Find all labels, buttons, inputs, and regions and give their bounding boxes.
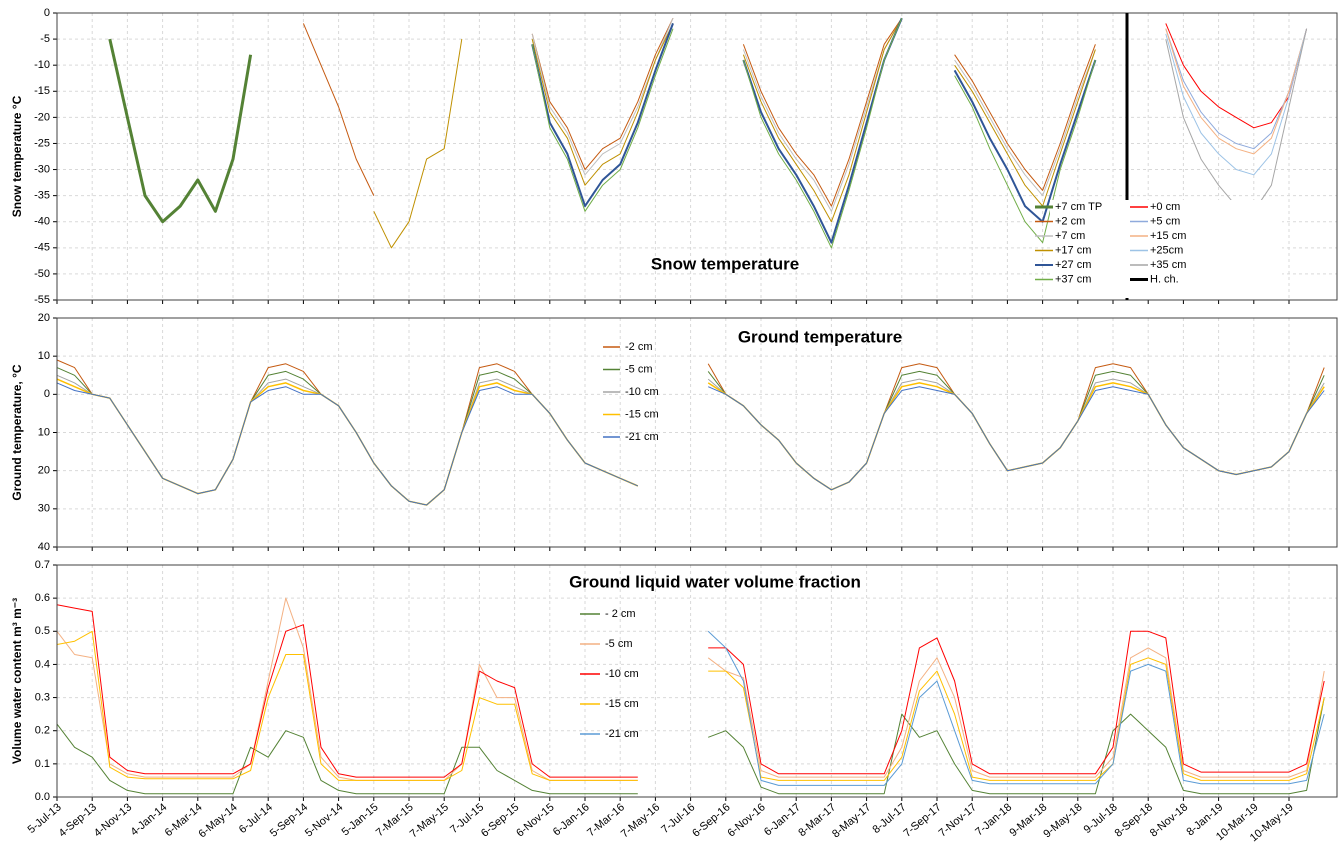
legend-box: [1050, 200, 1282, 298]
x-tick-label: 8-May-17: [830, 801, 873, 840]
x-tick-label: 4-Jan-14: [128, 801, 169, 838]
y-tick-label: -25: [34, 137, 50, 149]
x-tick-label: 5-Sep-14: [268, 801, 310, 839]
series-line: [531, 18, 1096, 249]
x-tick-label: 7-Jan-18: [973, 801, 1014, 838]
y-tick-label: 0: [44, 388, 50, 400]
y-tick-label: 40: [38, 541, 50, 553]
y-tick-label: 0.0: [35, 791, 50, 803]
series-line: [56, 630, 1325, 781]
legend-label: +25cm: [1150, 244, 1183, 256]
x-tick-label: 5-Jan-15: [340, 801, 381, 838]
x-tick-label: 5-Nov-14: [303, 801, 345, 839]
legend-label: -21 cm: [625, 431, 659, 443]
y-tick-label: 0.5: [35, 625, 50, 637]
x-tick-label: 7-Nov-17: [937, 801, 979, 839]
legend-label: +27 cm: [1055, 259, 1091, 271]
series-line: [1165, 28, 1308, 176]
legend-label: +5 cm: [1150, 215, 1180, 227]
plot-frame: [56, 317, 1338, 548]
legend-label: +17 cm: [1055, 244, 1091, 256]
y-tick-label: 20: [38, 465, 50, 477]
x-tick-label: 9-May-18: [1041, 801, 1084, 840]
y-tick-label: -45: [34, 242, 50, 254]
legend-label: H. ch.: [1150, 273, 1179, 285]
x-tick-label: 7-Sep-17: [901, 801, 943, 839]
y-tick-label: 0.6: [35, 592, 50, 604]
plot-frame: [56, 12, 1338, 301]
y-tick-label: 10: [38, 350, 50, 362]
y-tick-label: -20: [34, 111, 50, 123]
y-tick-label: -50: [34, 268, 50, 280]
x-tick-label: 8-Sep-18: [1113, 801, 1155, 839]
y-tick-label: -30: [34, 163, 50, 175]
legend-label: -10 cm: [605, 668, 639, 680]
series-line: [302, 17, 1096, 207]
y-tick-label: 0.7: [35, 559, 50, 571]
x-tick-label: 6-Sep-15: [479, 801, 521, 839]
series-line: [108, 38, 253, 224]
legend-label: -2 cm: [625, 341, 653, 353]
x-tick-label: 6-Nov-16: [725, 801, 767, 839]
y-tick-label: -35: [34, 190, 50, 202]
x-tick-label: 4-Nov-13: [92, 801, 134, 839]
legend-label: -15 cm: [605, 698, 639, 710]
series-line: [1165, 28, 1308, 212]
x-tick-label: 8-Nov-18: [1148, 801, 1190, 839]
x-tick-label: 6-Jan-16: [551, 801, 592, 838]
y-tick-label: -40: [34, 216, 50, 228]
legend-label: +0 cm: [1150, 201, 1180, 213]
series-line: [1165, 28, 1308, 150]
series-line: [531, 17, 1096, 212]
legend-label: - 2 cm: [605, 608, 636, 620]
plot-frame: [56, 564, 1338, 798]
y-tick-label: 0.1: [35, 758, 50, 770]
series-line: [56, 697, 1325, 795]
series-line: [531, 17, 1097, 244]
y-tick-label: 10: [38, 426, 50, 438]
legend-label: +15 cm: [1150, 230, 1186, 242]
chart-title: Snow temperature: [651, 254, 799, 273]
legend-label: -21 cm: [605, 728, 639, 740]
y-tick-label: -55: [34, 294, 50, 306]
series-line: [56, 597, 1325, 781]
series-line: [1165, 28, 1308, 155]
y-tick-label: -10: [34, 59, 50, 71]
chart-title: Ground temperature: [738, 327, 902, 346]
legend-label: +2 cm: [1055, 215, 1085, 227]
legend-label: -5 cm: [625, 363, 653, 375]
y-tick-label: -5: [40, 33, 50, 45]
legend-label: -5 cm: [605, 638, 633, 650]
series-line: [707, 630, 1325, 786]
series-line: [373, 17, 1096, 249]
y-tick-label: 0.2: [35, 725, 50, 737]
x-tick-label: 7-May-16: [619, 801, 662, 840]
x-tick-label: 6-May-14: [196, 801, 239, 840]
y-tick-label: 0: [44, 7, 50, 19]
series-line: [56, 604, 1325, 778]
legend-label: +37 cm: [1055, 273, 1091, 285]
y-axis-label: Ground temperature, °C: [10, 364, 24, 500]
x-tick-label: 6-Jan-17: [762, 801, 803, 838]
x-tick-label: 7-May-15: [408, 801, 451, 840]
series-line: [56, 382, 1325, 506]
chart-title: Ground liquid water volume fraction: [569, 572, 861, 591]
x-tick-label: 6-Sep-16: [690, 801, 732, 839]
legend-label: -10 cm: [625, 386, 659, 398]
y-tick-label: -15: [34, 85, 50, 97]
y-tick-label: 30: [38, 503, 50, 515]
legend-label: +7 cm TP: [1055, 201, 1102, 213]
legend-label: -15 cm: [625, 408, 659, 420]
y-tick-label: 0.4: [35, 658, 50, 670]
y-axis-label: Volume water content m³ m⁻³: [10, 598, 24, 764]
x-tick-label: 6-Nov-15: [514, 801, 556, 839]
y-axis-label: Snow temperature °C: [10, 95, 24, 217]
y-tick-label: 0.3: [35, 691, 50, 703]
y-tick-label: 20: [38, 312, 50, 324]
x-tick-label: 4-Sep-13: [57, 801, 99, 839]
legend-label: +7 cm: [1055, 230, 1085, 242]
legend-label: +35 cm: [1150, 259, 1186, 271]
